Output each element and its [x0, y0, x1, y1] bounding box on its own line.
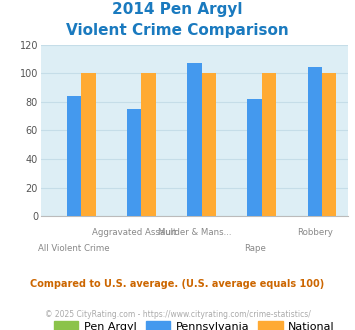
Bar — [202, 73, 216, 216]
Text: Murder & Mans...: Murder & Mans... — [158, 228, 231, 237]
Text: Violent Crime Comparison: Violent Crime Comparison — [66, 23, 289, 38]
Text: Compared to U.S. average. (U.S. average equals 100): Compared to U.S. average. (U.S. average … — [31, 279, 324, 289]
Text: Robbery: Robbery — [297, 228, 333, 237]
Bar — [67, 96, 81, 216]
Bar — [307, 67, 322, 216]
Text: All Violent Crime: All Violent Crime — [38, 244, 110, 253]
Bar — [247, 99, 262, 216]
Bar — [81, 73, 95, 216]
Bar — [187, 63, 202, 216]
Text: Rape: Rape — [244, 244, 266, 253]
Text: Aggravated Assault: Aggravated Assault — [92, 228, 176, 237]
Bar — [262, 73, 276, 216]
Text: © 2025 CityRating.com - https://www.cityrating.com/crime-statistics/: © 2025 CityRating.com - https://www.city… — [45, 310, 310, 319]
Bar — [141, 73, 156, 216]
Bar — [127, 109, 141, 216]
Text: 2014 Pen Argyl: 2014 Pen Argyl — [112, 2, 243, 16]
Legend: Pen Argyl, Pennsylvania, National: Pen Argyl, Pennsylvania, National — [50, 316, 339, 330]
Bar — [322, 73, 337, 216]
